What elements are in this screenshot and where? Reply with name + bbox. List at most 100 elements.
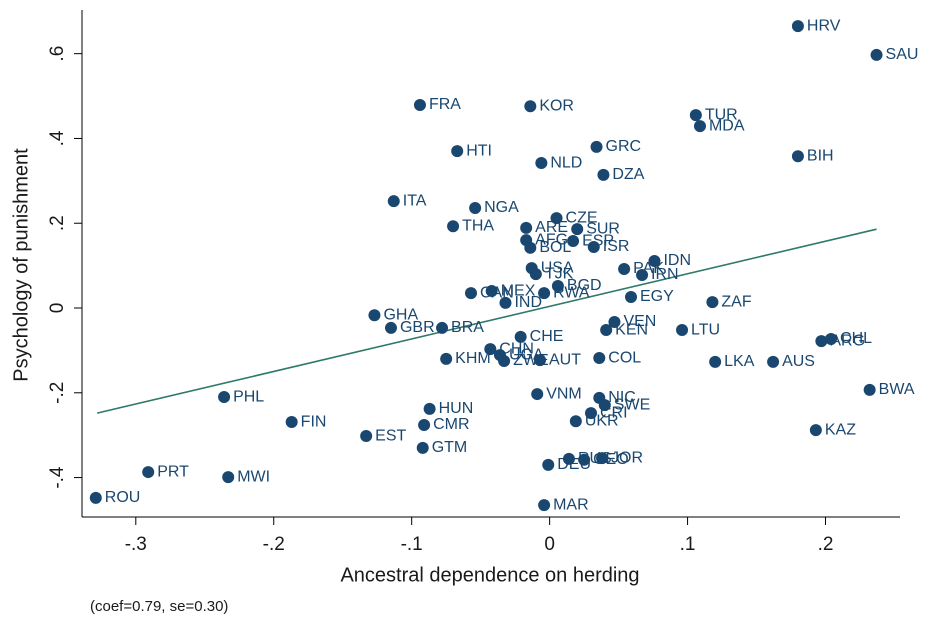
point-label: THA <box>462 217 494 234</box>
point <box>89 491 102 504</box>
point-label: FIN <box>301 413 327 430</box>
point <box>825 332 838 345</box>
point <box>514 330 527 343</box>
point <box>535 157 548 170</box>
point <box>767 355 780 368</box>
point <box>625 290 638 303</box>
point-label: GTM <box>432 439 468 456</box>
point <box>529 268 542 281</box>
point <box>693 120 706 133</box>
point-label: ZAF <box>721 293 751 310</box>
y-axis-title: Psychology of punishment <box>10 148 32 382</box>
x-tick-label: .2 <box>818 534 834 555</box>
point <box>815 335 828 348</box>
point <box>451 145 464 158</box>
point <box>387 195 400 208</box>
point-label: EGY <box>640 288 674 305</box>
point-label: VEN <box>623 313 656 330</box>
point-label: AUT <box>549 351 581 368</box>
point <box>648 254 661 267</box>
point-label: BRA <box>451 319 484 336</box>
point <box>597 168 610 181</box>
point-label: IDN <box>663 252 691 269</box>
point <box>469 201 482 214</box>
y-tick-label: -.2 <box>47 382 68 404</box>
point <box>863 383 876 396</box>
point-label: USA <box>541 259 574 276</box>
point-label: SWE <box>614 396 650 413</box>
point <box>590 140 603 153</box>
x-tick-label: 0 <box>544 534 555 555</box>
point-label: TUR <box>705 106 738 123</box>
point <box>285 416 298 429</box>
point <box>689 109 702 122</box>
point <box>484 343 497 356</box>
point-label: MAR <box>553 496 589 513</box>
point <box>791 150 804 163</box>
point <box>593 352 606 365</box>
point <box>569 415 582 428</box>
point <box>384 321 397 334</box>
x-tick-label: -.2 <box>263 534 285 555</box>
point-label: RUS <box>578 450 612 467</box>
x-tick-label: -.1 <box>401 534 423 555</box>
point <box>618 263 631 276</box>
point-label: NLD <box>550 154 582 171</box>
point <box>218 391 231 404</box>
point-label: ITA <box>403 192 427 209</box>
point-label: LTU <box>691 321 720 338</box>
point-label: JOR <box>611 449 643 466</box>
point-label: CMR <box>433 416 469 433</box>
point <box>416 441 429 454</box>
point-label: HRV <box>807 17 841 34</box>
point <box>464 287 477 300</box>
point-label: GEO <box>593 451 629 468</box>
point <box>791 20 804 33</box>
point <box>562 452 575 465</box>
point-label: GHA <box>383 306 418 323</box>
point-label: LKA <box>724 353 755 370</box>
point-label: DZA <box>612 166 644 183</box>
point <box>550 212 563 225</box>
point <box>538 499 551 512</box>
y-tick-label: .4 <box>47 130 68 146</box>
point-label: KAZ <box>825 421 856 438</box>
point-label: CRI <box>600 404 628 421</box>
point-label: AFG <box>535 231 568 248</box>
point <box>709 355 722 368</box>
point-label: RWA <box>553 284 590 301</box>
point <box>571 223 584 236</box>
point-label: SUR <box>586 220 620 237</box>
point <box>533 354 546 367</box>
point-label: BIH <box>807 147 834 164</box>
point-label: IRN <box>651 266 679 283</box>
y-tick-label: -.4 <box>47 466 68 489</box>
point <box>538 287 551 300</box>
point <box>447 220 460 233</box>
y-tick-label: .2 <box>47 215 68 231</box>
x-tick-label: -.3 <box>125 534 147 555</box>
point-label: KEN <box>615 321 648 338</box>
y-tick-label: .6 <box>47 46 68 62</box>
point-label: GBR <box>400 319 435 336</box>
point-label: DEU <box>557 456 591 473</box>
point-label: HTI <box>466 142 492 159</box>
point-label: IND <box>514 294 542 311</box>
point-label: MDA <box>709 117 745 134</box>
point <box>418 419 431 432</box>
note: (coef=0.79, se=0.30) <box>90 598 228 615</box>
point <box>524 241 537 254</box>
point-label: ISR <box>603 238 630 255</box>
point <box>498 355 511 367</box>
point <box>636 268 649 281</box>
point <box>423 402 436 415</box>
point-label: BGD <box>567 277 602 294</box>
point <box>598 399 611 412</box>
y-tick-label: 0 <box>47 303 68 314</box>
point-label: KOR <box>539 97 574 114</box>
point <box>360 430 373 443</box>
point <box>485 285 498 298</box>
point-label: VNM <box>546 385 582 402</box>
